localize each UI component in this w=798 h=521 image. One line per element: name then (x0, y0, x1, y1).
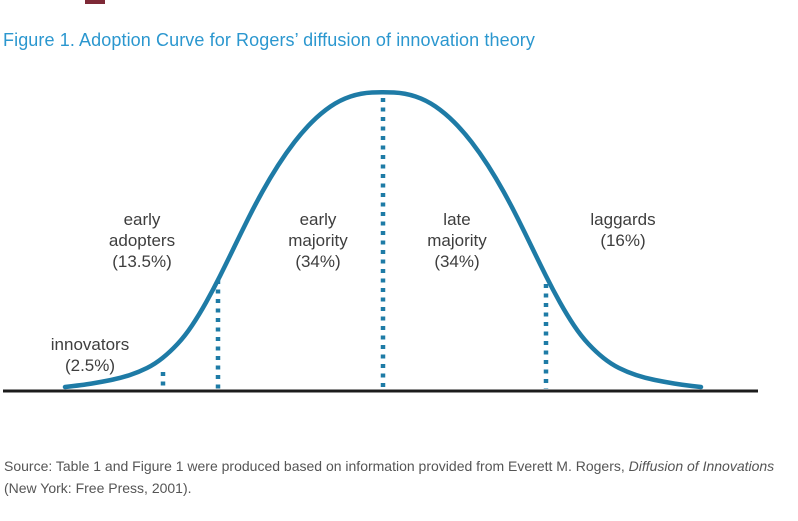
curve-label-line: (13.5%) (112, 252, 172, 271)
source-note: Source: Table 1 and Figure 1 were produc… (4, 455, 784, 499)
source-text: Source: Table 1 and Figure 1 were produc… (4, 458, 629, 474)
curve-label-line: majority (427, 231, 487, 250)
curve-label-early-majority: early majority (34%) (288, 209, 348, 272)
curve-label-line: majority (288, 231, 348, 250)
curve-label-line: early (123, 210, 161, 229)
top-red-dash (85, 0, 105, 4)
curve-label-late-majority: late majority (34%) (427, 209, 487, 272)
bell-curve-path (62, 90, 704, 390)
source-book-title: Diffusion of Innovations (628, 458, 775, 474)
curve-label-line: (2.5%) (64, 356, 116, 375)
curve-label-line: (16%) (600, 231, 646, 250)
source-publisher: (New York: Free Press, 2001). (4, 480, 192, 496)
curve-label-laggards: laggards (16%) (590, 209, 655, 251)
curve-label-line: late (443, 210, 471, 229)
curve-label-line: (34%) (434, 252, 480, 271)
curve-label-line: adopters (108, 231, 176, 250)
curve-label-line: (34%) (295, 252, 341, 271)
curve-label-line: laggards (590, 210, 656, 229)
curve-label-innovators: innovators (2.5%) (51, 334, 129, 376)
curve-label-early-adopters: early adopters (13.5%) (109, 209, 175, 272)
figure-title: Figure 1. Adoption Curve for Rogers’ dif… (3, 30, 536, 50)
curve-label-line: early (299, 210, 337, 229)
curve-label-line: innovators (50, 335, 130, 354)
